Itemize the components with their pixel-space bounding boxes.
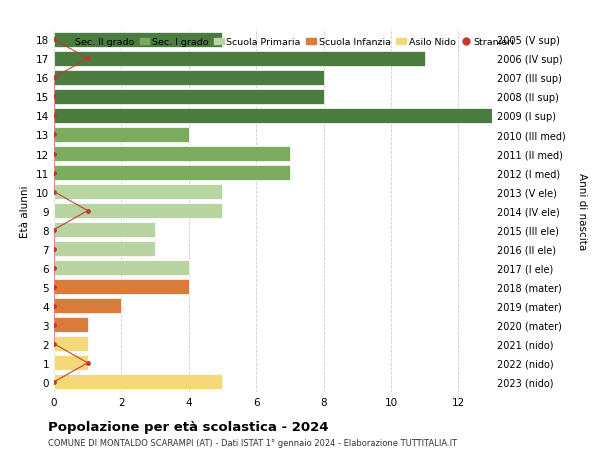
Y-axis label: Età alunni: Età alunni [20, 185, 31, 237]
Y-axis label: Anni di nascita: Anni di nascita [577, 173, 587, 250]
Bar [54, 52, 425, 67]
Bar [54, 128, 189, 143]
Bar [54, 33, 223, 48]
Bar [54, 375, 223, 389]
Bar [54, 71, 323, 86]
Bar [54, 223, 155, 237]
Text: Popolazione per età scolastica - 2024: Popolazione per età scolastica - 2024 [48, 420, 329, 433]
Bar [54, 318, 88, 332]
Bar [54, 204, 223, 218]
Bar [54, 280, 189, 295]
Bar [54, 336, 88, 352]
Text: COMUNE DI MONTALDO SCARAMPI (AT) - Dati ISTAT 1° gennaio 2024 - Elaborazione TUT: COMUNE DI MONTALDO SCARAMPI (AT) - Dati … [48, 438, 457, 448]
Bar [54, 185, 223, 200]
Bar [54, 299, 121, 313]
Bar [54, 109, 492, 123]
Bar [54, 356, 88, 370]
Bar [54, 166, 290, 180]
Bar [54, 147, 290, 162]
Legend: Sec. II grado, Sec. I grado, Scuola Primaria, Scuola Infanzia, Asilo Nido, Stran: Sec. II grado, Sec. I grado, Scuola Prim… [59, 34, 518, 51]
Bar [54, 242, 155, 257]
Bar [54, 90, 323, 105]
Bar [54, 261, 189, 275]
